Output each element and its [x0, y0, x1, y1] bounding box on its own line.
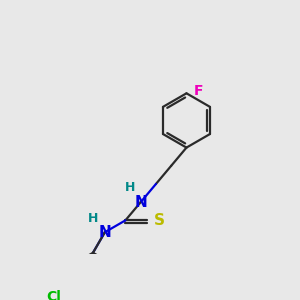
- Text: S: S: [154, 213, 165, 228]
- Text: N: N: [98, 225, 111, 240]
- Text: H: H: [125, 181, 136, 194]
- Text: H: H: [88, 212, 98, 226]
- Text: F: F: [193, 84, 203, 98]
- Text: Cl: Cl: [46, 290, 61, 300]
- Text: N: N: [134, 195, 147, 210]
